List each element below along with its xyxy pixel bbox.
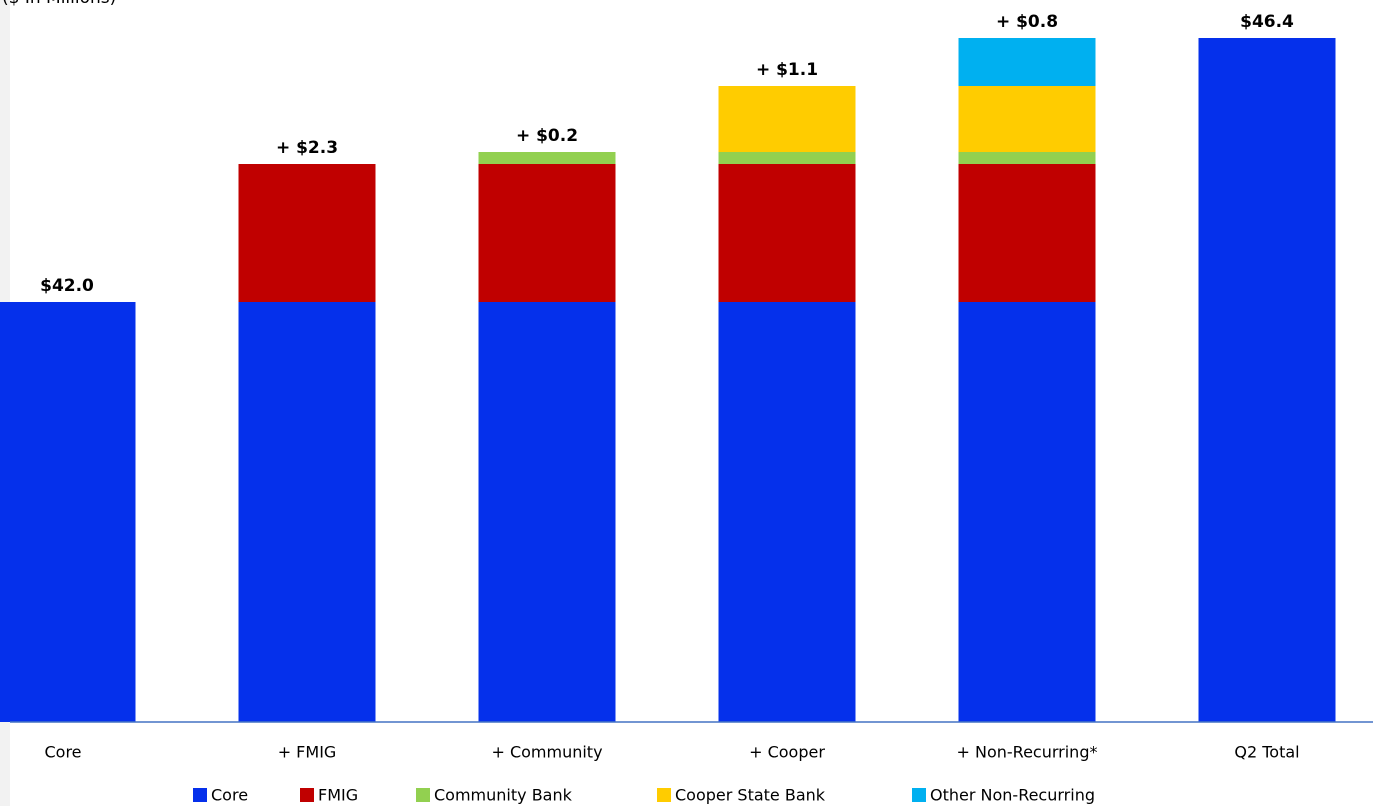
legend-swatch [193, 788, 207, 802]
bar-segment [238, 302, 376, 722]
legend-label: FMIG [318, 786, 358, 805]
bar-segment [1198, 38, 1336, 722]
y-axis-label: ($ In Millions) [2, 0, 122, 9]
data-label: + $0.2 [516, 126, 578, 146]
legend-swatch [300, 788, 314, 802]
bar-segment [958, 302, 1096, 722]
legend-swatch [912, 788, 926, 802]
legend-label: Core [211, 786, 248, 805]
legend-swatch [416, 788, 430, 802]
x-tick-label: + Community [491, 743, 602, 762]
bar-segment [478, 152, 616, 164]
data-label: + $0.8 [996, 12, 1058, 32]
bar-segment [478, 302, 616, 722]
x-tick-label: + FMIG [278, 743, 337, 762]
bar-segment [958, 86, 1096, 152]
x-tick-label: + Cooper [749, 743, 825, 762]
data-label: + $1.1 [756, 60, 818, 80]
legend-label: Cooper State Bank [675, 786, 826, 805]
bar-segment [958, 152, 1096, 164]
x-tick-label: + Non-Recurring* [957, 743, 1098, 762]
x-tick-label: Q2 Total [1234, 743, 1299, 762]
bar-segment [958, 164, 1096, 302]
legend-label: Community Bank [434, 786, 573, 805]
bar-segment [238, 164, 376, 302]
bar-segment [718, 152, 856, 164]
bar-segment [718, 164, 856, 302]
data-label: + $2.3 [276, 138, 338, 158]
legend-swatch [657, 788, 671, 802]
bar-segment [958, 38, 1096, 86]
bar-segment [0, 302, 136, 722]
data-label: $46.4 [1240, 12, 1294, 32]
bar-segment [478, 164, 616, 302]
data-label: $42.0 [40, 276, 94, 296]
legend-label: Other Non-Recurring [930, 786, 1095, 805]
bar-segment [718, 86, 856, 152]
x-tick-label: Core [44, 743, 81, 762]
bar-segment [718, 302, 856, 722]
